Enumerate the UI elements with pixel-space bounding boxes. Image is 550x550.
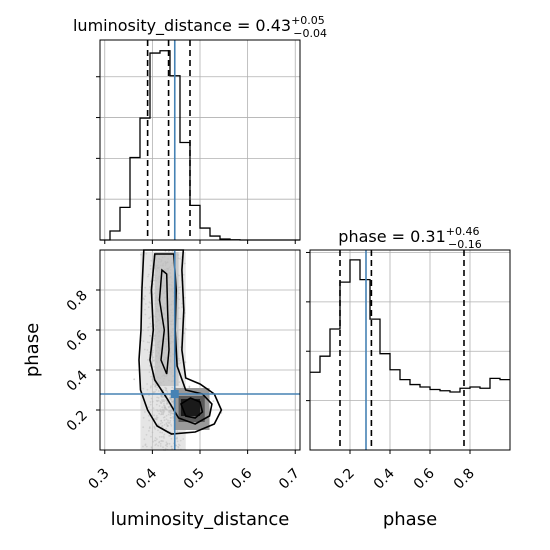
title-upper-error: +0.05 — [291, 14, 325, 27]
histogram-phase — [310, 259, 510, 393]
x-tick-label: 0.4 — [133, 465, 160, 492]
contour-inner-peak — [180, 397, 204, 419]
y-tick-label: 0.6 — [64, 327, 91, 354]
y-tick-label: 0.2 — [64, 408, 91, 435]
title-luminosity-distance: luminosity_distance = 0.43+0.05 −0.04 — [73, 14, 327, 40]
x-axis-label-phase: phase — [383, 509, 437, 530]
title-upper-error: +0.46 — [446, 225, 480, 238]
luminosity-distance-marginal-panel — [96, 39, 301, 244]
scatter-point — [188, 385, 191, 388]
title-value: luminosity_distance = 0.43 — [73, 16, 291, 36]
truth-marker — [170, 390, 179, 398]
scatter-point — [212, 400, 215, 402]
panel-frame — [309, 249, 511, 451]
density-fill-max — [180, 399, 200, 416]
contour-inner-ridge — [158, 268, 170, 375]
title-value: phase = 0.31 — [338, 227, 445, 246]
y-axis-label-phase: phase — [22, 323, 43, 377]
x-axis-label-luminosity-distance: luminosity_distance — [111, 509, 290, 530]
phase-marginal-panel: 0.2 0.4 0.6 0.8 — [306, 249, 511, 493]
x-tick-label: 0.7 — [276, 466, 303, 493]
x-tick-label: 0.6 — [411, 465, 438, 492]
x-tick-label: 0.4 — [371, 465, 398, 492]
x-tick-label: 0.2 — [331, 466, 358, 493]
joint-distribution-panel: 0.3 0.4 0.5 0.6 0.7 0.2 0.4 0.6 0.8 — [64, 249, 303, 493]
y-tick-label: 0.4 — [64, 367, 91, 394]
title-lower-error: −0.16 — [448, 238, 482, 251]
x-tick-label: 0.3 — [86, 466, 113, 493]
x-tick-label: 0.5 — [181, 466, 208, 493]
x-tick-label: 0.6 — [228, 465, 255, 492]
title-phase: phase = 0.31+0.46 −0.16 — [338, 225, 481, 251]
contour-outer — [138, 249, 223, 435]
title-lower-error: −0.04 — [293, 27, 327, 40]
x-tick-label: 0.8 — [451, 466, 478, 493]
scatter-point — [133, 378, 136, 381]
y-tick-label: 0.8 — [64, 288, 91, 315]
